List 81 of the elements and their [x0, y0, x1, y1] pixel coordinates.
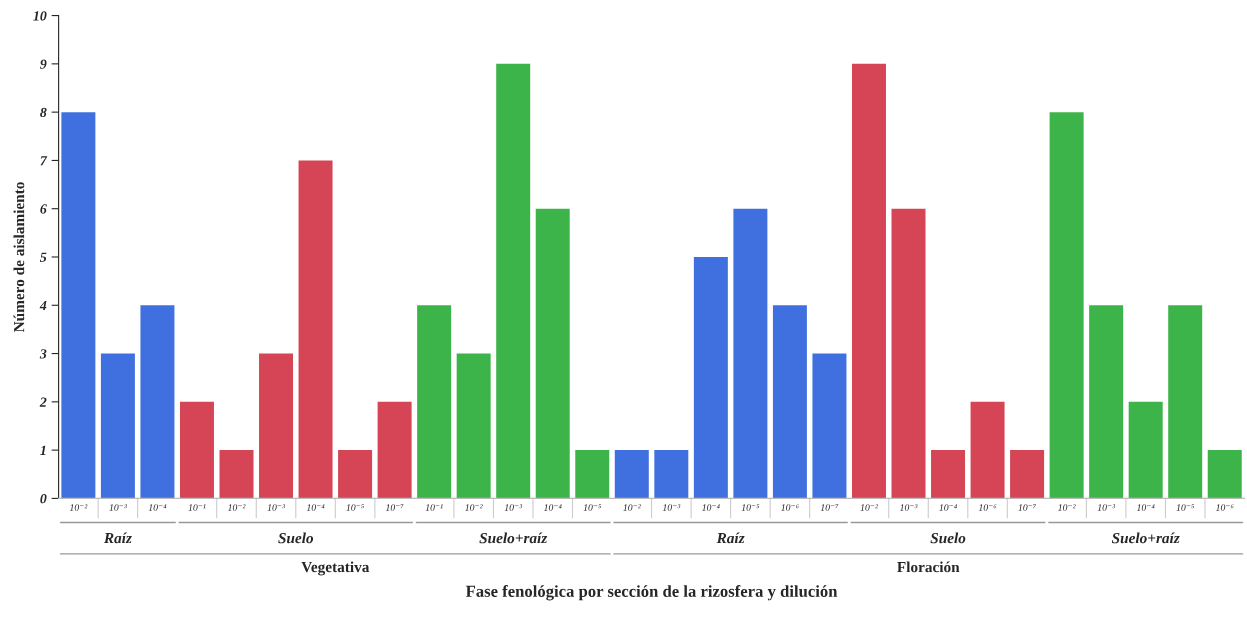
x-tick-label: 10⁻³ — [899, 504, 918, 511]
y-tick-label: 3 — [39, 349, 47, 359]
y-tick-label: 7 — [40, 156, 48, 166]
bar — [535, 208, 570, 499]
bar — [179, 401, 214, 499]
bar — [1207, 450, 1242, 499]
text: Vegetativa — [301, 561, 370, 576]
x-tick-label: 10⁻³ — [109, 504, 127, 511]
bar — [851, 63, 886, 499]
bar — [891, 208, 926, 499]
x-tick-label: 10⁻² — [465, 504, 483, 511]
x-tick-label: 10⁻² — [1058, 504, 1076, 511]
x-tick-label: 10⁻⁶ — [1215, 504, 1234, 511]
y-tick-label: 2 — [39, 397, 47, 407]
bar — [614, 450, 649, 499]
text: Suelo+raíz — [1111, 532, 1180, 544]
x-tick-label: 10⁻² — [860, 504, 878, 511]
x-tick-label: 10⁻⁶ — [781, 504, 799, 511]
bar — [219, 450, 254, 499]
bar — [1010, 450, 1045, 499]
y-tick-label: 0 — [40, 493, 47, 504]
x-tick-label: 10⁻³ — [662, 504, 681, 511]
bar — [140, 305, 175, 499]
x-tick-label: 10⁻⁷ — [820, 504, 839, 511]
x-tick-label: 10⁻⁵ — [583, 504, 602, 511]
bar — [377, 401, 412, 499]
x-tick-label: 10⁻² — [623, 504, 641, 511]
x-tick-label: 10⁻⁴ — [702, 504, 720, 511]
bar — [61, 112, 96, 499]
bar — [100, 353, 135, 499]
y-tick-label: 5 — [40, 252, 47, 262]
bar — [456, 353, 491, 499]
bar — [575, 450, 610, 499]
x-tick-label: 10⁻⁴ — [1136, 504, 1155, 511]
bar — [417, 305, 452, 499]
bar — [931, 450, 966, 499]
x-tick-label: 10⁻¹ — [425, 504, 443, 511]
x-tick-label: 10⁻² — [69, 504, 88, 511]
y-tick-label: 10 — [33, 11, 47, 21]
text: Suelo+raíz — [479, 532, 548, 544]
text: Raíz — [103, 532, 132, 544]
bar — [338, 450, 373, 499]
x-tick-label: 10⁻⁷ — [385, 504, 404, 511]
y-tick-label: 1 — [40, 445, 46, 455]
bar — [772, 305, 807, 499]
x-tick-label: 10⁻⁷ — [1018, 504, 1036, 511]
x-tick-label: 10⁻⁵ — [346, 504, 364, 511]
x-axis-title: Fase fenológica por sección de la rizosfera y dilución — [465, 584, 838, 601]
x-tick-label: 10⁻⁴ — [306, 504, 325, 511]
x-tick-label: 10⁻⁶ — [978, 504, 997, 511]
bar — [970, 401, 1005, 499]
bar — [812, 353, 847, 499]
text: Floración — [897, 561, 960, 573]
text: Suelo — [930, 532, 966, 544]
bar — [496, 63, 531, 499]
bar — [693, 256, 728, 499]
x-tick-label: 10⁻⁴ — [148, 504, 167, 511]
bar — [1049, 112, 1084, 499]
bar — [1089, 305, 1124, 499]
bar — [1168, 305, 1203, 499]
x-tick-label: 10⁻³ — [267, 504, 286, 511]
y-tick-label: 4 — [39, 300, 47, 311]
x-tick-label: 10⁻³ — [1097, 504, 1116, 511]
bar — [733, 208, 768, 499]
y-tick-label: 8 — [40, 107, 47, 118]
x-tick-label: 10⁻² — [227, 504, 246, 511]
x-tick-label: 10⁻⁴ — [543, 504, 562, 511]
x-tick-label: 10⁻⁵ — [1176, 504, 1195, 511]
bar — [259, 353, 294, 499]
y-tick-label: 6 — [40, 204, 47, 214]
x-tick-label: 10⁻⁵ — [741, 504, 760, 511]
bar — [1128, 401, 1163, 499]
bar — [654, 450, 689, 499]
text: Raíz — [716, 532, 745, 544]
bar — [298, 160, 333, 499]
y-tick-label: 9 — [40, 59, 47, 69]
x-tick-label: 10⁻¹ — [188, 504, 206, 511]
text: Suelo — [278, 532, 314, 544]
x-tick-label: 10⁻⁴ — [939, 504, 957, 511]
y-axis-title: Número de aislamiento — [13, 182, 25, 333]
x-tick-label: 10⁻³ — [504, 504, 523, 511]
